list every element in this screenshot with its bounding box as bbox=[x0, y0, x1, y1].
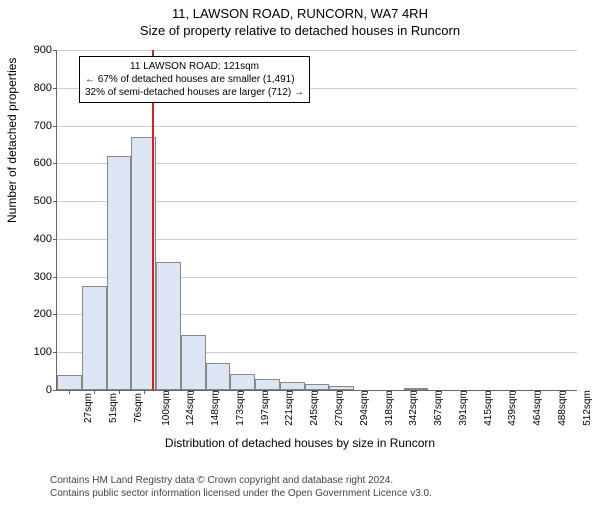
x-tick-label: 367sqm bbox=[429, 390, 444, 426]
x-tick-mark bbox=[441, 390, 442, 394]
x-tick-mark bbox=[243, 390, 244, 394]
x-tick-mark bbox=[490, 390, 491, 394]
x-tick-mark bbox=[168, 390, 169, 394]
footer-line1: Contains HM Land Registry data © Crown c… bbox=[50, 474, 432, 487]
x-tick-mark bbox=[391, 390, 392, 394]
x-tick-mark bbox=[416, 390, 417, 394]
y-tick-label: 800 bbox=[34, 82, 57, 94]
x-tick-label: 488sqm bbox=[553, 390, 568, 426]
x-tick-mark bbox=[119, 390, 120, 394]
x-tick-mark bbox=[565, 390, 566, 394]
histogram-bar bbox=[107, 156, 132, 390]
y-tick-label: 100 bbox=[34, 346, 57, 358]
x-tick-mark bbox=[342, 390, 343, 394]
histogram-bar bbox=[156, 262, 181, 390]
grid-line bbox=[57, 126, 577, 127]
histogram-bar bbox=[82, 286, 107, 390]
histogram-bar bbox=[206, 363, 231, 390]
x-tick-label: 318sqm bbox=[379, 390, 394, 426]
x-tick-label: 197sqm bbox=[255, 390, 270, 426]
x-axis-label: Distribution of detached houses by size … bbox=[0, 436, 600, 450]
x-tick-label: 100sqm bbox=[156, 390, 171, 426]
x-tick-label: 76sqm bbox=[129, 393, 144, 423]
x-tick-label: 415sqm bbox=[478, 390, 493, 426]
chart-plot-area: 010020030040050060070080090027sqm51sqm76… bbox=[56, 50, 577, 391]
x-tick-mark bbox=[144, 390, 145, 394]
x-tick-mark bbox=[317, 390, 318, 394]
x-tick-label: 439sqm bbox=[503, 390, 518, 426]
x-tick-mark bbox=[515, 390, 516, 394]
y-tick-label: 600 bbox=[34, 157, 57, 169]
x-tick-label: 148sqm bbox=[206, 390, 221, 426]
histogram-bar bbox=[255, 379, 280, 390]
annotation-callout: 11 LAWSON ROAD: 121sqm← 67% of detached … bbox=[79, 56, 310, 103]
x-tick-label: 391sqm bbox=[454, 390, 469, 426]
annotation-line: 11 LAWSON ROAD: 121sqm bbox=[85, 60, 304, 73]
histogram-bar bbox=[181, 335, 206, 390]
x-tick-mark bbox=[466, 390, 467, 394]
x-tick-label: 27sqm bbox=[79, 393, 94, 423]
x-tick-label: 464sqm bbox=[528, 390, 543, 426]
y-tick-label: 700 bbox=[34, 120, 57, 132]
x-tick-label: 245sqm bbox=[305, 390, 320, 426]
x-tick-mark bbox=[193, 390, 194, 394]
x-tick-label: 173sqm bbox=[231, 390, 246, 426]
x-tick-label: 270sqm bbox=[330, 390, 345, 426]
x-tick-label: 51sqm bbox=[104, 393, 119, 423]
x-tick-mark bbox=[267, 390, 268, 394]
annotation-line: 32% of semi-detached houses are larger (… bbox=[85, 86, 304, 99]
x-tick-mark bbox=[69, 390, 70, 394]
chart-title-main: 11, LAWSON ROAD, RUNCORN, WA7 4RH bbox=[0, 6, 600, 21]
y-tick-label: 900 bbox=[34, 44, 57, 56]
x-tick-label: 124sqm bbox=[181, 390, 196, 426]
x-tick-label: 342sqm bbox=[404, 390, 419, 426]
y-tick-label: 200 bbox=[34, 308, 57, 320]
x-tick-mark bbox=[367, 390, 368, 394]
x-tick-mark bbox=[292, 390, 293, 394]
x-tick-label: 512sqm bbox=[577, 390, 592, 426]
y-tick-label: 300 bbox=[34, 271, 57, 283]
y-tick-label: 500 bbox=[34, 195, 57, 207]
footer-line2: Contains public sector information licen… bbox=[50, 487, 432, 500]
grid-line bbox=[57, 50, 577, 51]
x-tick-mark bbox=[94, 390, 95, 394]
y-tick-label: 400 bbox=[34, 233, 57, 245]
y-axis-label: Number of detached properties bbox=[5, 58, 19, 223]
x-tick-label: 221sqm bbox=[280, 390, 295, 426]
histogram-bar bbox=[280, 382, 305, 390]
x-tick-mark bbox=[540, 390, 541, 394]
footer-attribution: Contains HM Land Registry data © Crown c… bbox=[50, 474, 432, 500]
chart-title-sub: Size of property relative to detached ho… bbox=[0, 23, 600, 38]
x-tick-mark bbox=[218, 390, 219, 394]
annotation-line: ← 67% of detached houses are smaller (1,… bbox=[85, 73, 304, 86]
histogram-bar bbox=[230, 374, 255, 390]
x-tick-label: 294sqm bbox=[355, 390, 370, 426]
histogram-bar bbox=[57, 375, 82, 390]
y-tick-label: 0 bbox=[46, 384, 57, 396]
